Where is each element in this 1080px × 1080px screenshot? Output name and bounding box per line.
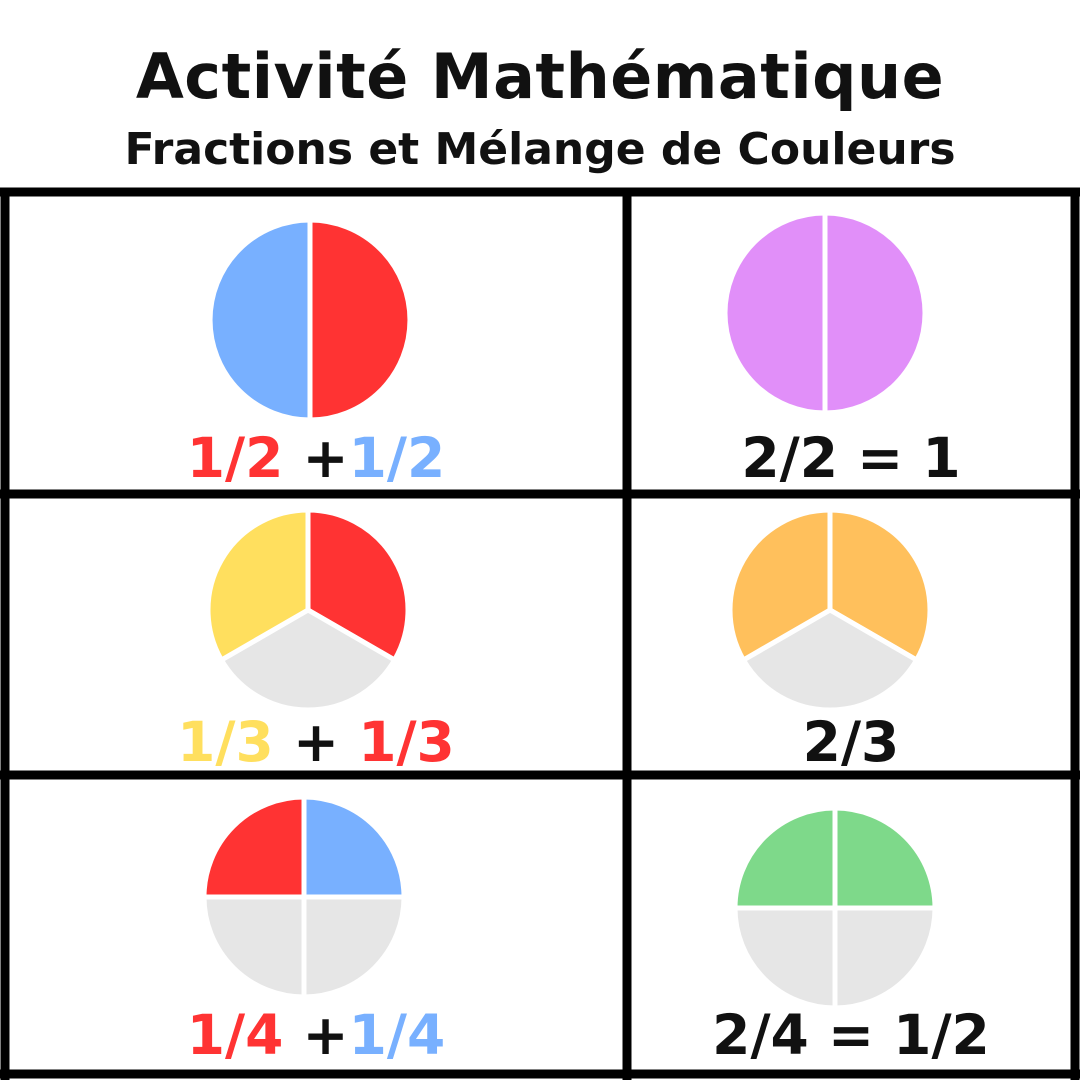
fraction-slice-empty [732,905,838,1011]
fraction-label-part: 1/2 [186,426,284,490]
fraction-slice-empty [201,894,307,1000]
fraction-slice-empty [301,894,407,1000]
fraction-label-part: 2/3 [802,710,900,774]
fraction-label-2-left: 1/3 + 1/3 [5,712,627,772]
fraction-slice-green [832,805,938,911]
fraction-label-part: + [273,710,359,774]
fraction-slice-blue [301,794,407,900]
fraction-label-part: + [283,1003,349,1067]
fraction-slice-red [307,217,413,423]
fraction-label-2-right: 2/3 [627,712,1075,772]
fraction-label-part: 1/3 [358,710,455,774]
fraction-slice-purple [822,210,928,416]
fraction-label-1-left: 1/2 +1/2 [5,428,627,488]
fraction-slice-green [732,805,838,911]
fraction-label-1-right: 2/2 = 1 [627,428,1075,488]
fraction-slice-blue [207,217,313,423]
fraction-label-part: 1/4 [348,1003,446,1067]
fraction-label-3-left: 1/4 +1/4 [5,1005,627,1065]
fraction-slice-empty [832,905,938,1011]
fraction-label-part: 1/3 [177,710,274,774]
fraction-slice-purple [722,210,828,416]
fraction-label-part: 1/2 [348,426,446,490]
fraction-label-3-right: 2/4 = 1/2 [627,1005,1075,1065]
fraction-slice-orange [727,507,833,663]
fraction-label-part: 1/4 [186,1003,284,1067]
page-subtitle: Fractions et Mélange de Couleurs [124,124,956,175]
fraction-label-part: 2/4 = 1/2 [712,1003,990,1067]
fraction-slice-yellow [205,507,311,663]
fraction-label-part: + [283,426,349,490]
fraction-label-part: 2/2 = 1 [741,426,961,490]
fraction-slice-red [201,794,307,900]
page-title: Activité Mathématique [135,40,945,113]
